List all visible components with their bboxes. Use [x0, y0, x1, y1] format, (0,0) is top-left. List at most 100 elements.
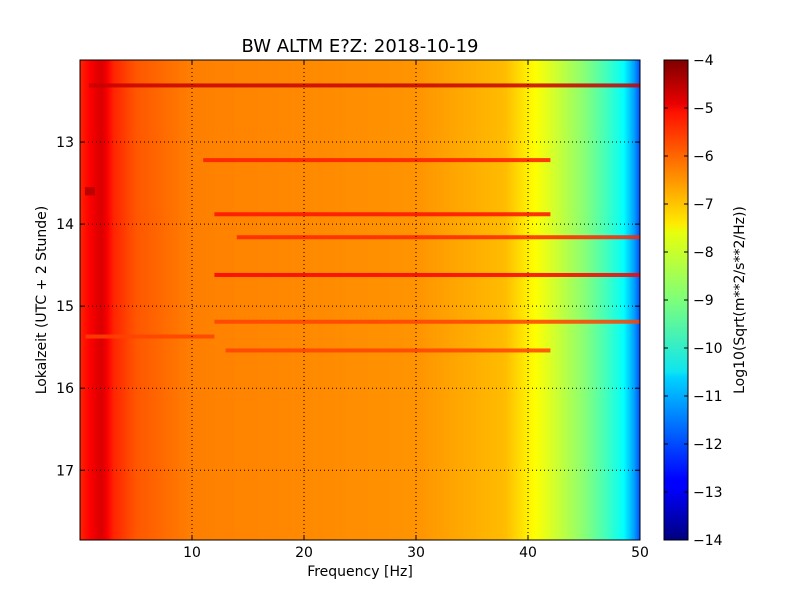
heatmap-column	[226, 60, 229, 540]
heatmap-column	[261, 60, 264, 540]
heatmap-column	[440, 60, 443, 540]
heatmap-column	[214, 60, 217, 540]
heatmap-column	[620, 60, 623, 540]
heatmap-column	[531, 60, 534, 540]
heatmap-column	[273, 60, 276, 540]
heatmap-column	[320, 60, 323, 540]
heatmap-column	[280, 60, 283, 540]
heatmap-column	[85, 60, 88, 540]
heatmap-column	[392, 60, 395, 540]
heatmap-column	[161, 60, 164, 540]
heatmap-column	[228, 60, 231, 540]
heatmap-column	[160, 60, 163, 540]
heatmap-column	[329, 60, 332, 540]
heatmap-column	[278, 60, 280, 540]
heatmap-column	[544, 60, 547, 540]
heatmap-column	[263, 60, 266, 540]
heatmap-column	[399, 60, 401, 540]
heatmap-column	[111, 60, 114, 540]
heatmap-column	[439, 60, 442, 540]
heatmap-column	[373, 60, 376, 540]
heatmap-column	[375, 60, 378, 540]
heatmap-column	[123, 60, 126, 540]
heatmap-column	[206, 60, 209, 540]
heatmap-column	[442, 60, 445, 540]
colorbar-tick-label: −13	[693, 485, 723, 501]
colorbar-tick-label: −7	[693, 197, 714, 213]
heatmap-column	[575, 60, 577, 540]
heatmap-column	[420, 60, 423, 540]
heatmap-column	[360, 60, 362, 540]
heatmap-column	[536, 60, 539, 540]
heatmap-column	[437, 60, 439, 540]
heatmap-column	[619, 60, 622, 540]
heatmap-column	[352, 60, 354, 540]
heatmap-band	[225, 348, 551, 353]
heatmap-column	[252, 60, 255, 540]
heatmap-column	[495, 60, 498, 540]
heatmap-column	[431, 60, 434, 540]
heatmap-column	[114, 60, 117, 540]
heatmap-column	[570, 60, 573, 540]
heatmap-column	[552, 60, 555, 540]
heatmap-column	[156, 60, 158, 540]
colorbar-label: Log10(Sqrt(m**2/s**2/Hz))	[732, 206, 748, 394]
heatmap-column	[333, 60, 335, 540]
heatmap-column	[502, 60, 504, 540]
heatmap-column	[146, 60, 148, 540]
heatmap-column	[250, 60, 252, 540]
heatmap-column	[143, 60, 146, 540]
heatmap-column	[379, 60, 381, 540]
heatmap-column	[581, 60, 584, 540]
heatmap-column	[174, 60, 176, 540]
heatmap-column	[398, 60, 400, 540]
heatmap-column	[374, 60, 377, 540]
heatmap-column	[241, 60, 243, 540]
heatmap-column	[365, 60, 368, 540]
heatmap-column	[418, 60, 420, 540]
heatmap-column	[125, 60, 128, 540]
heatmap-column	[428, 60, 431, 540]
plot-area	[80, 60, 640, 540]
heatmap-column	[633, 60, 635, 540]
colorbar-tick-label: −14	[693, 533, 723, 549]
grid-lines	[80, 60, 640, 540]
heatmap-column	[108, 60, 110, 540]
heatmap-column	[232, 60, 235, 540]
heatmap-column	[498, 60, 501, 540]
colorbar-tick-label: −11	[693, 389, 723, 405]
heatmap-column	[388, 60, 390, 540]
heatmap-column	[109, 60, 111, 540]
heatmap-column	[308, 60, 311, 540]
heatmap-column	[395, 60, 398, 540]
heatmap-column	[450, 60, 453, 540]
heatmap-column	[187, 60, 190, 540]
plot-frame	[79, 59, 641, 541]
heatmap-column	[288, 60, 291, 540]
heatmap-column	[172, 60, 175, 540]
y-axis-ticks: 13 14 15 16 17	[56, 135, 640, 479]
heatmap-column	[279, 60, 282, 540]
y-tick-label: 13	[56, 135, 74, 151]
heatmap-column	[281, 60, 284, 540]
heatmap-column	[474, 60, 476, 540]
heatmap-column	[561, 60, 564, 540]
colorbar-tick-label: −8	[693, 245, 714, 261]
heatmap-column	[524, 60, 527, 540]
heatmap-column	[144, 60, 147, 540]
heatmap-column	[245, 60, 248, 540]
heatmap-column	[444, 60, 446, 540]
heatmap-column	[463, 60, 465, 540]
heatmap-column	[582, 60, 585, 540]
heatmap-column	[185, 60, 187, 540]
heatmap-column	[159, 60, 162, 540]
heatmap-column	[423, 60, 426, 540]
x-axis-ticks: 10 20 30 40 50	[183, 60, 649, 561]
heatmap-column	[110, 60, 112, 540]
heatmap-column	[81, 60, 83, 540]
heatmap-column	[446, 60, 448, 540]
heatmap-column	[514, 60, 517, 540]
heatmap-column	[364, 60, 367, 540]
heatmap-column	[389, 60, 391, 540]
heatmap-column	[149, 60, 152, 540]
